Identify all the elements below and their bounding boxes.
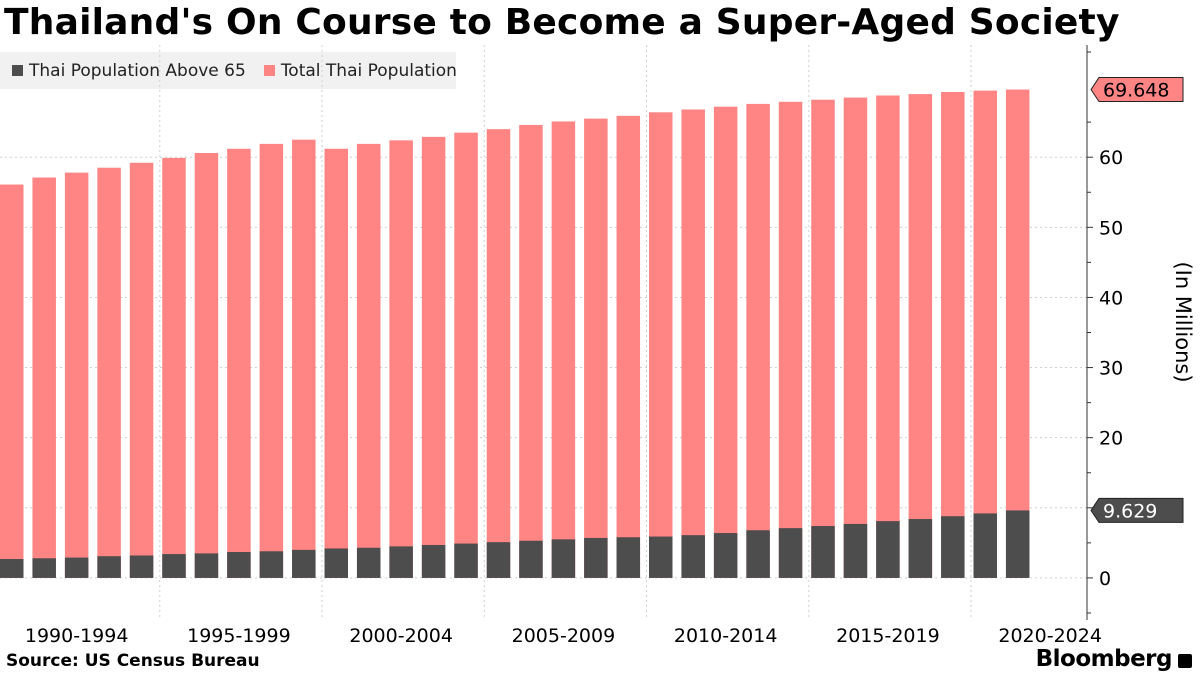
bar-above65 xyxy=(454,543,478,578)
y-axis-label: (In Millions) xyxy=(1171,261,1195,383)
chart-title: Thailand's On Course to Become a Super-A… xyxy=(4,2,1120,43)
bar-above65 xyxy=(292,549,316,578)
bar-total xyxy=(584,118,608,578)
bar-total xyxy=(259,143,284,578)
bar-total xyxy=(389,140,413,578)
bar-above65 xyxy=(1005,510,1030,578)
bar-above65 xyxy=(616,537,641,578)
bar-above65 xyxy=(778,528,803,578)
bar-above65 xyxy=(421,544,446,578)
legend-swatch-above65 xyxy=(12,65,23,76)
bloomberg-logo: Bloomberg xyxy=(1036,646,1192,672)
bar-total xyxy=(649,112,673,578)
bar-total xyxy=(551,121,576,578)
bar-total xyxy=(97,167,121,578)
bar-above65 xyxy=(227,551,251,578)
bar-total xyxy=(421,136,446,578)
bar-above65 xyxy=(551,539,576,578)
bar-above65 xyxy=(941,516,965,578)
bar-total xyxy=(486,129,511,578)
bar-above65 xyxy=(0,558,24,578)
last-value-label-total: 69.648 xyxy=(1103,80,1169,102)
legend-label-above65: Thai Population Above 65 xyxy=(29,60,246,81)
bar-total xyxy=(616,115,641,578)
legend-item-above65: Thai Population Above 65 xyxy=(12,61,246,81)
last-value-label-total-box xyxy=(1090,77,1184,103)
last-value-label-above65: 9.629 xyxy=(1103,500,1157,522)
bloomberg-terminal-icon xyxy=(1178,654,1192,668)
legend: Thai Population Above 65 Total Thai Popu… xyxy=(0,52,457,89)
bar-above65 xyxy=(973,513,997,578)
x-tick-label: 1990-1994 xyxy=(25,625,129,647)
y-tick-label: 40 xyxy=(1099,287,1123,309)
bar-above65 xyxy=(649,536,673,578)
legend-swatch-total xyxy=(263,65,275,76)
y-tick-label: 30 xyxy=(1099,358,1123,380)
bar-total xyxy=(908,94,933,578)
bar-total xyxy=(129,162,154,578)
bar-total xyxy=(519,124,543,578)
source-note: Source: US Census Bureau xyxy=(6,651,260,671)
y-tick-label: 50 xyxy=(1099,217,1123,239)
bar-total xyxy=(713,106,738,578)
bar-total xyxy=(454,132,478,578)
last-value-label-above65-box xyxy=(1090,497,1184,523)
bar-total xyxy=(324,148,348,578)
bar-total xyxy=(162,157,186,578)
bar-above65 xyxy=(162,554,186,578)
bar-above65 xyxy=(843,523,868,578)
x-tick-label: 2020-2024 xyxy=(998,625,1102,647)
bar-above65 xyxy=(746,530,770,578)
legend-label-total: Total Thai Population xyxy=(280,60,457,81)
bar-above65 xyxy=(486,542,511,578)
bar-above65 xyxy=(908,519,933,578)
legend-item-total: Total Thai Population xyxy=(263,60,457,81)
bar-above65 xyxy=(259,551,284,578)
bar-above65 xyxy=(584,537,608,578)
bar-total xyxy=(32,177,56,578)
bar-total xyxy=(876,95,900,578)
x-tick-label: 2005-2009 xyxy=(512,625,616,647)
bar-total xyxy=(356,143,381,578)
x-tick-label: 1995-1999 xyxy=(187,625,291,647)
bar-total xyxy=(778,101,803,578)
bar-above65 xyxy=(356,547,381,578)
bar-above65 xyxy=(681,535,705,578)
y-tick-label: 0 xyxy=(1099,568,1111,590)
x-tick-label: 2015-2019 xyxy=(836,625,940,647)
bar-total xyxy=(681,109,705,578)
bar-above65 xyxy=(97,556,121,578)
bar-total xyxy=(64,172,89,578)
bar-above65 xyxy=(129,555,154,578)
bar-above65 xyxy=(519,540,543,578)
bar-total xyxy=(1005,89,1030,578)
bar-total xyxy=(0,184,24,578)
bar-total xyxy=(194,152,219,578)
bar-above65 xyxy=(64,557,89,578)
bar-above65 xyxy=(324,548,348,578)
bar-total xyxy=(973,90,997,578)
bar-above65 xyxy=(32,558,56,578)
x-tick-label: 2000-2004 xyxy=(349,625,453,647)
bar-above65 xyxy=(811,526,835,578)
bar-total xyxy=(746,103,770,578)
bar-above65 xyxy=(389,546,413,578)
y-tick-label: 60 xyxy=(1099,147,1123,169)
bar-above65 xyxy=(194,553,219,578)
bar-above65 xyxy=(876,521,900,578)
y-tick-label: 20 xyxy=(1099,428,1123,450)
bar-total xyxy=(292,139,316,578)
x-tick-label: 2010-2014 xyxy=(674,625,778,647)
bar-total xyxy=(941,91,965,578)
bar-total xyxy=(843,97,868,578)
bar-total xyxy=(227,148,251,578)
bar-total xyxy=(811,99,835,578)
brand-text: Bloomberg xyxy=(1035,646,1173,672)
bar-above65 xyxy=(713,533,738,578)
